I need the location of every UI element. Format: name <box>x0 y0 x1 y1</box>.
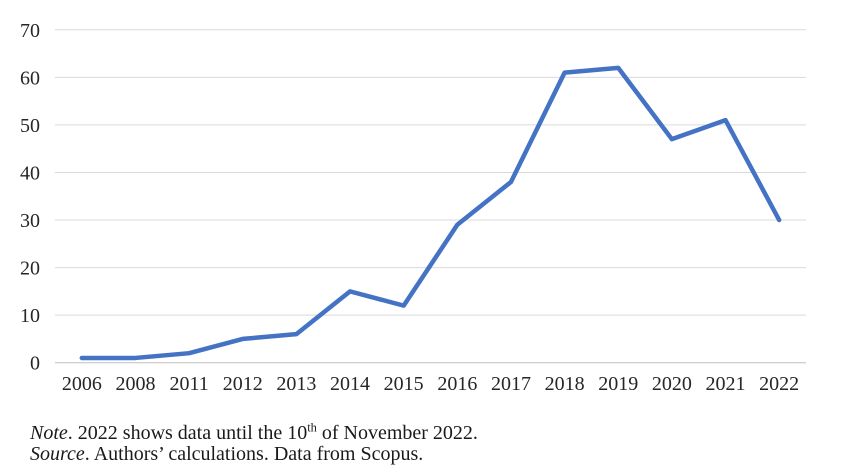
x-axis-tick-label: 2019 <box>598 373 638 395</box>
x-axis-tick-label: 2022 <box>759 373 799 395</box>
source-line: Source. Authors’ calculations. Data from… <box>30 444 478 465</box>
x-axis-tick-label: 2008 <box>115 373 155 395</box>
y-axis-tick-label: 50 <box>20 115 40 137</box>
data-series-line <box>79 65 782 361</box>
x-axis-tick-label: 2018 <box>545 373 585 395</box>
publications-line-chart: 0 10 20 30 40 50 60 70 2006 2008 2011 2012 2013 2014 2… <box>20 20 806 395</box>
note-superscript: th <box>307 420 317 435</box>
y-axis-tick-label: 30 <box>20 210 40 232</box>
source-label: Source <box>30 443 85 465</box>
line-chart-area: 0 10 20 30 40 50 60 70 2006 2008 2011 2012 2013 2014 2… <box>20 20 806 395</box>
y-axis-tick-label: 0 <box>30 353 40 375</box>
y-axis-tick-label: 20 <box>20 258 40 280</box>
source-text: . Authors’ calculations. Data from Scopu… <box>84 443 424 465</box>
x-axis-tick-label: 2021 <box>706 373 746 395</box>
x-axis-tick-label: 2013 <box>276 373 316 395</box>
x-axis-tick-label: 2006 <box>62 373 102 395</box>
note-text-post: of November 2022. <box>316 422 478 444</box>
x-axis-tick-label: 2017 <box>491 373 531 395</box>
figure-footnotes: Note. 2022 shows data until the 10th of … <box>30 420 478 465</box>
x-axis-tick-label: 2015 <box>384 373 424 395</box>
x-axis-tick-label: 2014 <box>330 373 370 395</box>
y-axis-tick-label: 60 <box>20 67 40 89</box>
note-line: Note. 2022 shows data until the 10th of … <box>30 420 478 444</box>
x-axis-tick-label: 2016 <box>437 373 477 395</box>
note-label: Note <box>30 422 68 444</box>
x-axis-tick-label: 2011 <box>169 373 208 395</box>
y-axis-tick-label: 10 <box>20 305 40 327</box>
y-axis-tick-label: 70 <box>20 20 40 42</box>
note-text-pre: . 2022 shows data until the 10 <box>67 422 308 444</box>
x-axis-tick-label: 2020 <box>652 373 692 395</box>
x-axis-tick-label: 2012 <box>223 373 263 395</box>
y-axis-tick-label: 40 <box>20 162 40 184</box>
